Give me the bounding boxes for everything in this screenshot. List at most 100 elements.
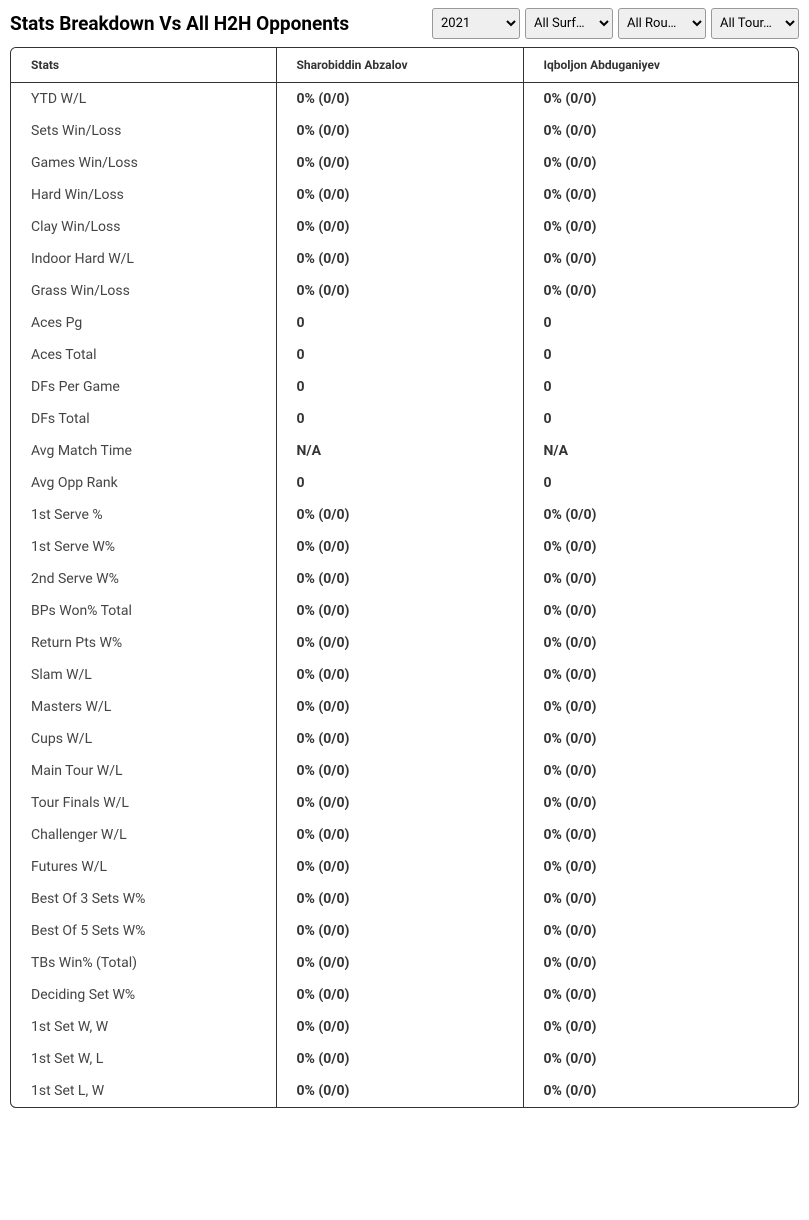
stat-value: 0% (0/0)	[276, 115, 523, 147]
stat-value: 0% (0/0)	[276, 243, 523, 275]
table-row: Hard Win/Loss0% (0/0)0% (0/0)	[11, 179, 798, 211]
table-row: Aces Total00	[11, 339, 798, 371]
table-row: Masters W/L0% (0/0)0% (0/0)	[11, 691, 798, 723]
stat-value: 0% (0/0)	[523, 499, 798, 531]
stat-value: 0% (0/0)	[276, 947, 523, 979]
stat-value: 0% (0/0)	[523, 723, 798, 755]
stat-value: 0% (0/0)	[276, 723, 523, 755]
stat-value: 0% (0/0)	[523, 147, 798, 179]
stat-value: 0% (0/0)	[523, 659, 798, 691]
stat-label: 1st Serve %	[11, 499, 276, 531]
stat-label: Main Tour W/L	[11, 755, 276, 787]
stat-value: 0% (0/0)	[523, 179, 798, 211]
stat-label: Grass Win/Loss	[11, 275, 276, 307]
table-row: Return Pts W%0% (0/0)0% (0/0)	[11, 627, 798, 659]
stat-value: N/A	[523, 435, 798, 467]
stat-value: 0	[276, 371, 523, 403]
stat-label: Best Of 5 Sets W%	[11, 915, 276, 947]
stat-label: Masters W/L	[11, 691, 276, 723]
stat-value: 0% (0/0)	[276, 563, 523, 595]
stat-value: 0% (0/0)	[276, 83, 523, 116]
stat-label: Hard Win/Loss	[11, 179, 276, 211]
stat-label: DFs Total	[11, 403, 276, 435]
page-title: Stats Breakdown Vs All H2H Opponents	[10, 12, 349, 35]
stat-value: 0% (0/0)	[523, 851, 798, 883]
table-header-row: Stats Sharobiddin Abzalov Iqboljon Abdug…	[11, 48, 798, 83]
stat-value: 0% (0/0)	[523, 947, 798, 979]
stat-value: 0% (0/0)	[523, 915, 798, 947]
stat-value: 0% (0/0)	[523, 563, 798, 595]
stat-label: Deciding Set W%	[11, 979, 276, 1011]
table-row: BPs Won% Total0% (0/0)0% (0/0)	[11, 595, 798, 627]
stat-value: 0% (0/0)	[523, 243, 798, 275]
stat-label: 2nd Serve W%	[11, 563, 276, 595]
rounds-select[interactable]: All Rou…	[618, 8, 706, 39]
stat-value: 0% (0/0)	[276, 691, 523, 723]
table-row: TBs Win% (Total)0% (0/0)0% (0/0)	[11, 947, 798, 979]
stat-label: Best Of 3 Sets W%	[11, 883, 276, 915]
stat-label: Return Pts W%	[11, 627, 276, 659]
stats-table: Stats Sharobiddin Abzalov Iqboljon Abdug…	[11, 48, 798, 1107]
col-header-stats: Stats	[11, 48, 276, 83]
stat-value: 0% (0/0)	[276, 979, 523, 1011]
tournaments-select[interactable]: All Tour…	[711, 8, 799, 39]
stat-label: Slam W/L	[11, 659, 276, 691]
stat-value: 0% (0/0)	[523, 211, 798, 243]
stat-label: Futures W/L	[11, 851, 276, 883]
stat-value: 0% (0/0)	[523, 1043, 798, 1075]
stat-value: 0% (0/0)	[276, 211, 523, 243]
stat-value: 0% (0/0)	[276, 659, 523, 691]
table-row: 1st Set W, W0% (0/0)0% (0/0)	[11, 1011, 798, 1043]
stat-value: 0% (0/0)	[276, 1043, 523, 1075]
table-row: 1st Set W, L0% (0/0)0% (0/0)	[11, 1043, 798, 1075]
stat-value: 0% (0/0)	[523, 979, 798, 1011]
stat-value: 0% (0/0)	[276, 1011, 523, 1043]
stat-label: 1st Set L, W	[11, 1075, 276, 1107]
stat-value: 0% (0/0)	[523, 1075, 798, 1107]
table-row: 1st Serve W%0% (0/0)0% (0/0)	[11, 531, 798, 563]
stat-value: 0% (0/0)	[276, 1075, 523, 1107]
table-row: Grass Win/Loss0% (0/0)0% (0/0)	[11, 275, 798, 307]
stat-value: 0% (0/0)	[523, 275, 798, 307]
year-select[interactable]: 2021	[432, 8, 520, 39]
table-row: Aces Pg00	[11, 307, 798, 339]
col-header-player1: Sharobiddin Abzalov	[276, 48, 523, 83]
table-row: Best Of 3 Sets W%0% (0/0)0% (0/0)	[11, 883, 798, 915]
stat-value: 0% (0/0)	[523, 627, 798, 659]
stat-value: 0	[276, 307, 523, 339]
stat-label: Sets Win/Loss	[11, 115, 276, 147]
table-row: Games Win/Loss0% (0/0)0% (0/0)	[11, 147, 798, 179]
surface-select[interactable]: All Surf…	[525, 8, 613, 39]
stat-value: 0% (0/0)	[276, 147, 523, 179]
stat-value: 0	[523, 339, 798, 371]
stat-value: 0% (0/0)	[523, 595, 798, 627]
stat-value: 0% (0/0)	[523, 83, 798, 116]
stat-label: Cups W/L	[11, 723, 276, 755]
stat-value: 0% (0/0)	[523, 691, 798, 723]
stat-label: DFs Per Game	[11, 371, 276, 403]
stat-value: 0% (0/0)	[276, 755, 523, 787]
table-row: Challenger W/L0% (0/0)0% (0/0)	[11, 819, 798, 851]
stat-value: 0% (0/0)	[276, 627, 523, 659]
stat-value: 0	[276, 403, 523, 435]
stat-value: 0% (0/0)	[276, 499, 523, 531]
stat-label: 1st Serve W%	[11, 531, 276, 563]
table-row: 2nd Serve W%0% (0/0)0% (0/0)	[11, 563, 798, 595]
stat-label: 1st Set W, L	[11, 1043, 276, 1075]
stat-value: 0% (0/0)	[276, 531, 523, 563]
stat-value: 0% (0/0)	[276, 595, 523, 627]
stat-value: 0% (0/0)	[276, 787, 523, 819]
stat-value: 0% (0/0)	[276, 275, 523, 307]
table-row: Avg Match TimeN/AN/A	[11, 435, 798, 467]
table-row: Avg Opp Rank00	[11, 467, 798, 499]
stat-value: 0% (0/0)	[523, 883, 798, 915]
stat-value: 0% (0/0)	[523, 755, 798, 787]
stat-value: 0% (0/0)	[276, 883, 523, 915]
stat-value: 0% (0/0)	[523, 819, 798, 851]
stat-value: 0	[523, 371, 798, 403]
stat-value: 0% (0/0)	[276, 851, 523, 883]
stat-value: 0	[523, 307, 798, 339]
table-row: Main Tour W/L0% (0/0)0% (0/0)	[11, 755, 798, 787]
stat-label: Indoor Hard W/L	[11, 243, 276, 275]
filters-bar: 2021 All Surf… All Rou… All Tour…	[432, 8, 799, 39]
